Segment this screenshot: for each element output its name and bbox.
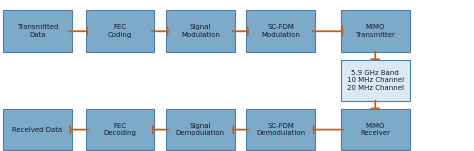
FancyBboxPatch shape bbox=[341, 10, 410, 52]
FancyBboxPatch shape bbox=[341, 109, 410, 150]
Text: MIMO
Receiver: MIMO Receiver bbox=[360, 123, 390, 136]
Text: FEC
Decoding: FEC Decoding bbox=[104, 123, 137, 136]
FancyBboxPatch shape bbox=[166, 109, 235, 150]
Text: 5.9 GHz Band
10 MHz Channel
20 MHz Channel: 5.9 GHz Band 10 MHz Channel 20 MHz Chann… bbox=[346, 70, 404, 91]
FancyBboxPatch shape bbox=[86, 10, 155, 52]
FancyBboxPatch shape bbox=[246, 10, 315, 52]
Text: Signal
Modulation: Signal Modulation bbox=[181, 24, 220, 38]
Text: SC-FDM
Modulation: SC-FDM Modulation bbox=[261, 24, 300, 38]
Text: FEC
Coding: FEC Coding bbox=[108, 24, 132, 38]
Text: Received Data: Received Data bbox=[12, 127, 63, 133]
FancyBboxPatch shape bbox=[3, 109, 72, 150]
FancyBboxPatch shape bbox=[166, 10, 235, 52]
Text: Transmitted
Data: Transmitted Data bbox=[17, 24, 58, 38]
Text: MIMO
Transmitter: MIMO Transmitter bbox=[356, 24, 395, 38]
Text: SC-FDM
Demodulation: SC-FDM Demodulation bbox=[256, 123, 305, 136]
FancyBboxPatch shape bbox=[246, 109, 315, 150]
FancyBboxPatch shape bbox=[3, 10, 72, 52]
FancyBboxPatch shape bbox=[341, 59, 410, 101]
FancyBboxPatch shape bbox=[86, 109, 155, 150]
Text: Signal
Demodulation: Signal Demodulation bbox=[176, 123, 225, 136]
